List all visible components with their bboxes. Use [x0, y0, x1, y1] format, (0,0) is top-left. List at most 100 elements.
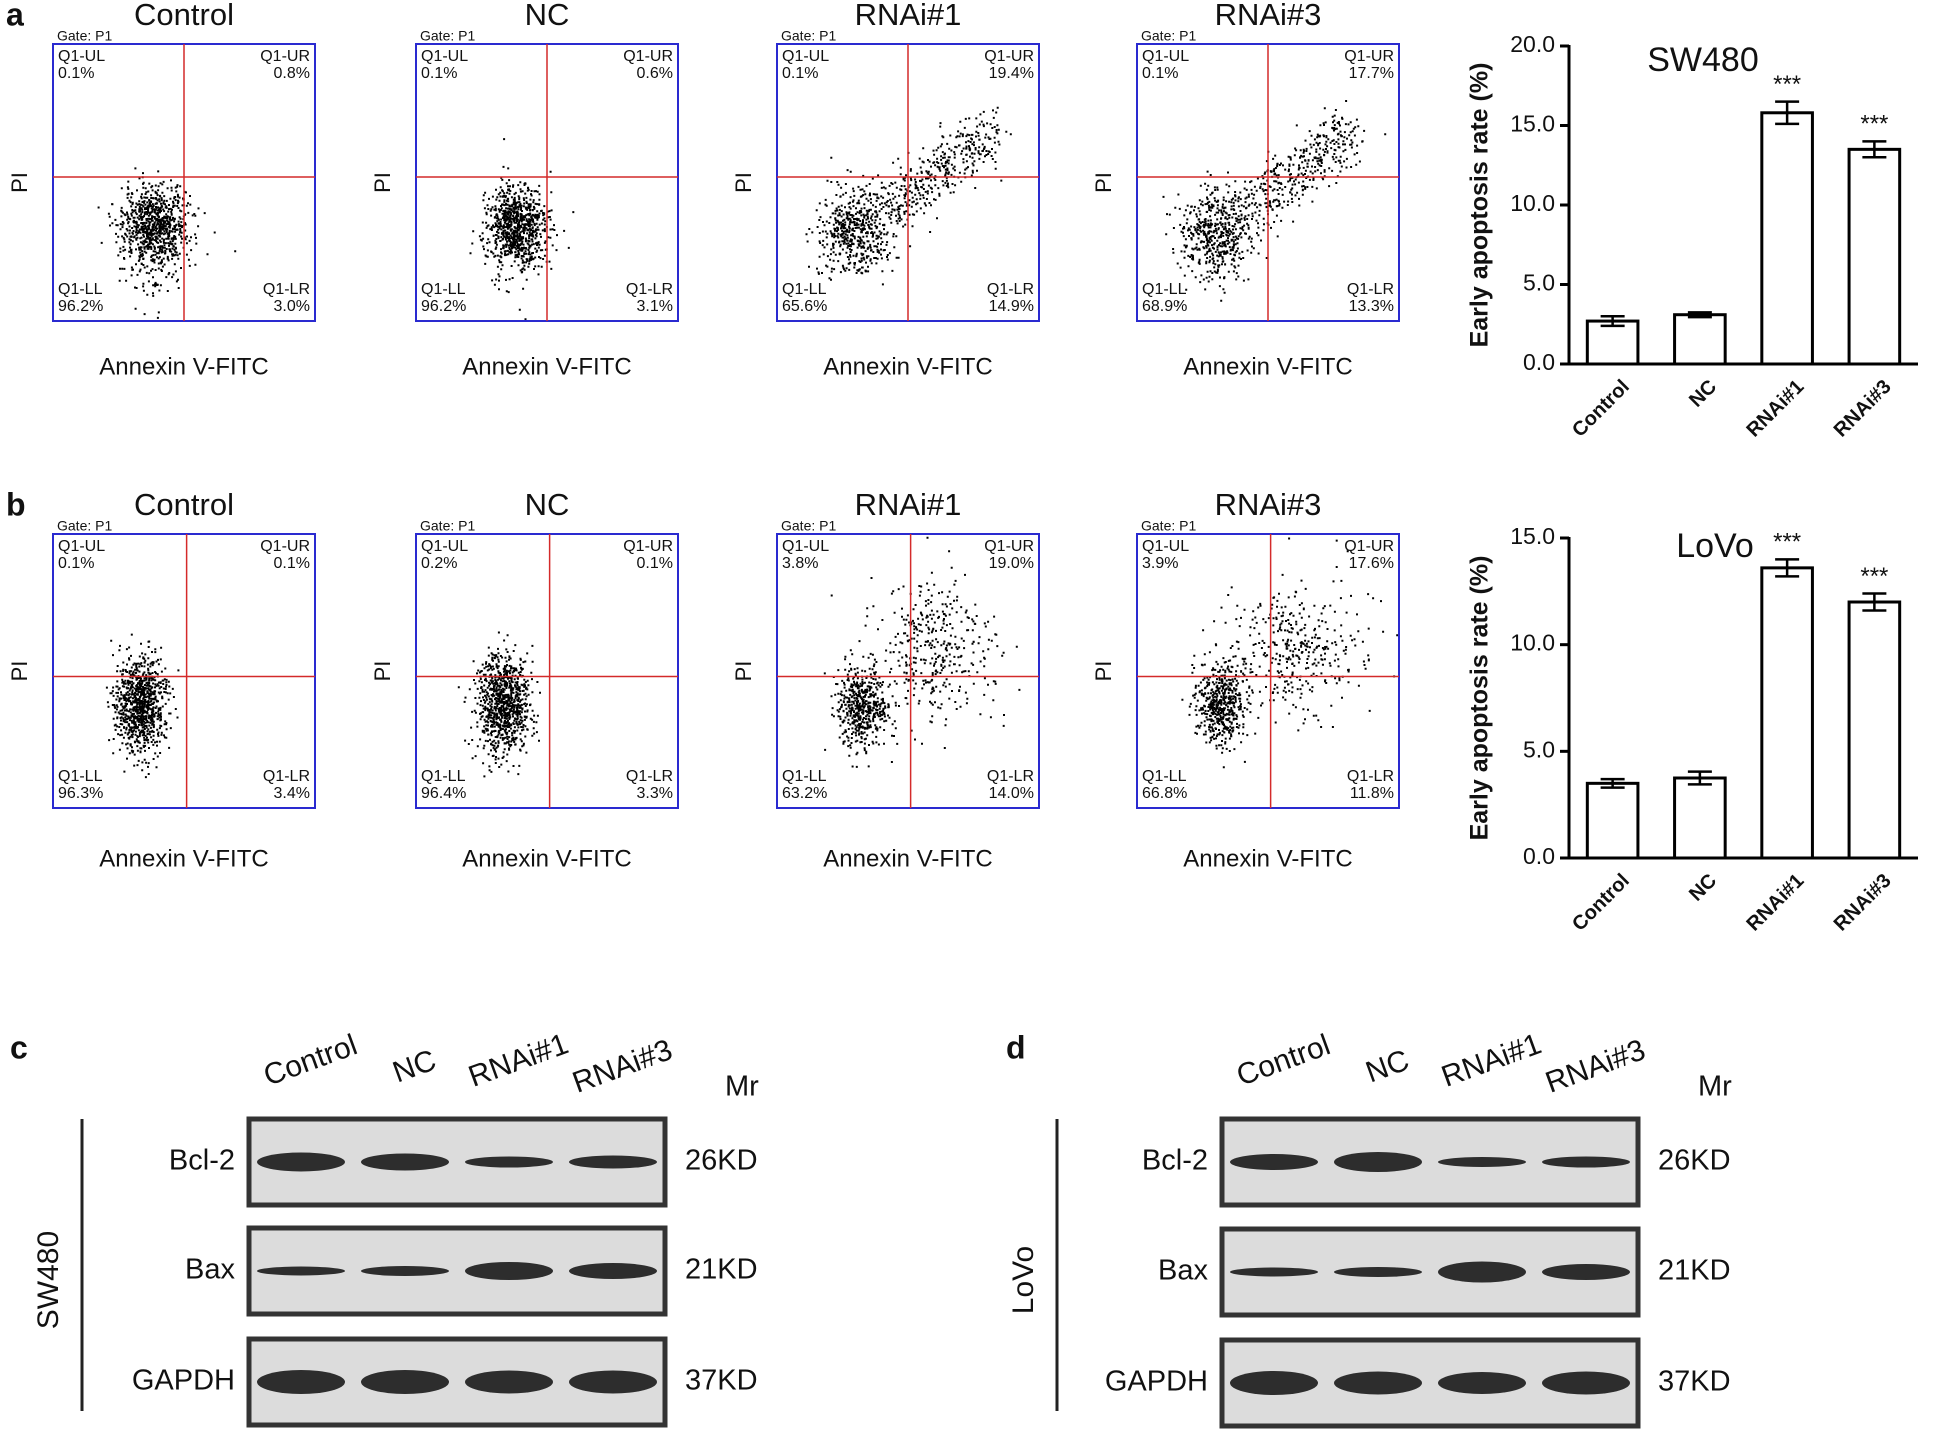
error-bar — [1600, 777, 1625, 789]
bar — [1585, 319, 1640, 366]
gate-label: Gate: P1 — [1141, 28, 1196, 44]
quadrant-name: Q1-LR — [987, 281, 1034, 298]
x-tick-label: Control — [1568, 870, 1634, 936]
y-axis-label: PI — [370, 172, 395, 193]
gate-label: Gate: P1 — [57, 28, 112, 44]
y-tick-label: 20.0 — [1510, 31, 1555, 57]
protein-band — [1542, 1371, 1630, 1395]
mr-label: 37KD — [1658, 1366, 1731, 1398]
quadrant-percent: 19.4% — [989, 65, 1034, 82]
x-axis-label: Annexin V-FITC — [823, 353, 992, 380]
quadrant-percent: 3.1% — [637, 298, 673, 315]
quadrant-name: Q1-UL — [1142, 48, 1189, 65]
quadrant-name: Q1-UL — [421, 48, 468, 65]
protein-band — [1230, 1154, 1318, 1170]
quadrant-name: Q1-LR — [626, 768, 673, 785]
quadrant-percent: 0.8% — [274, 65, 310, 82]
quadrant-name: Q1-UR — [1344, 48, 1394, 65]
gate-label: Gate: P1 — [781, 518, 836, 534]
quadrant-percent: 0.1% — [58, 65, 94, 82]
protein-band — [465, 1370, 553, 1394]
protein-band — [257, 1266, 345, 1276]
error-bar — [1687, 770, 1712, 786]
quadrant-name: Q1-LL — [1142, 768, 1187, 785]
quadrant-name: Q1-LR — [626, 281, 673, 298]
x-axis-label: Annexin V-FITC — [462, 353, 631, 380]
lane-label: NC — [388, 1044, 440, 1090]
mr-label: 37KD — [685, 1365, 758, 1397]
plot-title: RNAi#3 — [1215, 0, 1322, 32]
quadrant-percent: 17.6% — [1349, 555, 1394, 572]
quadrant-name: Q1-LR — [263, 281, 310, 298]
protein-label: Bcl-2 — [169, 1145, 235, 1177]
cell-line-label: LoVo — [1007, 1246, 1040, 1314]
quadrant-name: Q1-LR — [987, 768, 1034, 785]
quadrant-name: Q1-UL — [782, 48, 829, 65]
significance: *** — [1773, 71, 1801, 98]
protein-band — [257, 1152, 345, 1172]
x-axis-label: Annexin V-FITC — [99, 353, 268, 380]
quadrant-percent: 0.1% — [1142, 65, 1178, 82]
protein-label: Bax — [185, 1254, 235, 1286]
quadrant-percent: 3.8% — [782, 555, 818, 572]
plot-title: NC — [525, 0, 570, 32]
quadrant-percent: 68.9% — [1142, 298, 1187, 315]
event-dots — [97, 167, 237, 319]
y-tick-label: 15.0 — [1510, 523, 1555, 549]
protein-band — [1438, 1261, 1526, 1283]
y-tick-label: 10.0 — [1510, 630, 1555, 656]
quadrant-percent: 14.9% — [989, 298, 1034, 315]
quadrant-name: Q1-UL — [58, 48, 105, 65]
quadrant-percent: 0.1% — [637, 555, 673, 572]
y-axis-label: PI — [731, 172, 756, 193]
x-tick-label: RNAi#3 — [1830, 376, 1896, 442]
quadrant-name: Q1-UR — [623, 538, 673, 555]
protein-band — [1438, 1157, 1526, 1167]
protein-band — [1438, 1372, 1526, 1394]
plot-title: Control — [134, 0, 234, 32]
protein-band — [569, 1155, 657, 1169]
quadrant-percent: 0.1% — [782, 65, 818, 82]
error-bar — [1775, 100, 1800, 126]
quadrant-percent: 96.4% — [421, 785, 466, 802]
quadrant-percent: 14.0% — [989, 785, 1034, 802]
mr-label: 21KD — [685, 1254, 758, 1286]
quadrant-percent: 3.9% — [1142, 555, 1178, 572]
quadrant-percent: 66.8% — [1142, 785, 1187, 802]
error-bar — [1600, 315, 1625, 328]
lane-label: RNAi#1 — [1437, 1027, 1545, 1093]
bar — [1847, 600, 1902, 860]
x-tick-label: RNAi#1 — [1743, 870, 1809, 936]
quadrant-name: Q1-UR — [260, 48, 310, 65]
gate-label: Gate: P1 — [57, 518, 112, 534]
quadrant-percent: 19.0% — [989, 555, 1034, 572]
protein-band — [1334, 1152, 1422, 1172]
quadrant-name: Q1-UL — [1142, 538, 1189, 555]
protein-label: GAPDH — [132, 1365, 235, 1397]
quadrant-name: Q1-LL — [1142, 281, 1187, 298]
protein-band — [361, 1153, 449, 1171]
y-axis-label: PI — [370, 661, 395, 682]
quadrant-percent: 96.3% — [58, 785, 103, 802]
quadrant-name: Q1-UL — [58, 538, 105, 555]
event-dots — [457, 631, 541, 778]
quadrant-name: Q1-UL — [421, 538, 468, 555]
quadrant-name: Q1-UR — [984, 538, 1034, 555]
x-tick-label: RNAi#3 — [1830, 870, 1896, 936]
plot-title: Control — [134, 487, 234, 522]
error-bar — [1687, 311, 1712, 319]
plot-title: RNAi#1 — [855, 487, 962, 522]
quadrant-name: Q1-UL — [782, 538, 829, 555]
quadrant-percent: 17.7% — [1349, 65, 1394, 82]
gate-label: Gate: P1 — [1141, 518, 1196, 534]
mr-label: 26KD — [685, 1145, 758, 1177]
y-tick-label: 5.0 — [1523, 736, 1555, 762]
lane-label: NC — [1361, 1044, 1413, 1090]
plot-frame — [1136, 533, 1400, 809]
event-dots — [805, 106, 1012, 286]
lane-label: Control — [1232, 1028, 1334, 1092]
protein-band — [1542, 1156, 1630, 1168]
plot-frame — [52, 533, 316, 809]
